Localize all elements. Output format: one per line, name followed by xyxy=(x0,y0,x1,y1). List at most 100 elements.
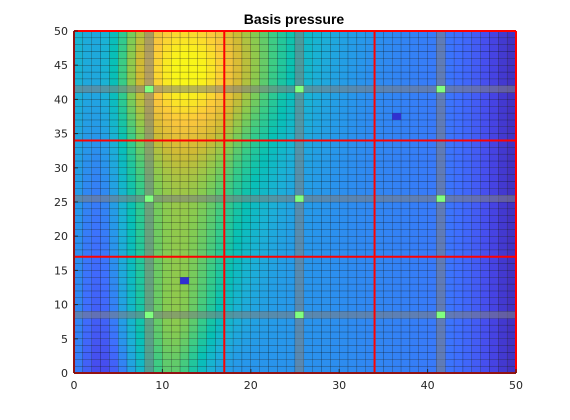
heatmap-cell xyxy=(321,297,331,305)
heatmap-cell xyxy=(232,359,243,367)
heatmap-cell xyxy=(427,222,437,230)
heatmap-cell xyxy=(91,140,101,148)
heatmap-cell xyxy=(215,270,225,278)
heatmap-cell xyxy=(462,99,472,107)
heatmap-cell xyxy=(82,242,92,251)
heatmap-cell xyxy=(392,324,402,333)
heatmap-cell xyxy=(374,338,384,346)
heatmap-cell xyxy=(73,71,84,80)
heatmap-cell xyxy=(480,44,490,52)
heatmap-cell xyxy=(506,297,517,305)
heatmap-cell xyxy=(506,283,517,292)
heatmap-cell xyxy=(347,222,358,230)
heatmap-cell xyxy=(197,181,207,189)
heatmap-cell xyxy=(126,318,137,326)
heatmap-cell xyxy=(392,352,402,360)
heatmap-cell xyxy=(224,263,234,271)
heatmap-cell xyxy=(73,290,84,298)
heatmap-cell xyxy=(224,160,234,168)
heatmap-cell xyxy=(162,65,172,73)
heatmap-cell xyxy=(268,236,278,244)
heatmap-cell xyxy=(179,290,190,298)
heatmap-cell xyxy=(268,65,278,73)
heatmap-cell xyxy=(506,92,517,100)
heatmap-cell xyxy=(489,345,499,353)
heatmap-cell xyxy=(339,181,349,189)
heatmap-cell xyxy=(392,126,402,134)
heatmap-cell xyxy=(197,324,207,333)
heatmap-cell xyxy=(215,160,225,168)
heatmap-cell xyxy=(321,37,331,45)
heatmap-cell xyxy=(109,181,119,189)
heatmap-cell xyxy=(126,99,137,107)
heatmap-cell xyxy=(374,283,384,292)
heatmap-cell xyxy=(73,153,84,162)
heatmap-cell xyxy=(135,318,145,326)
heatmap-cell xyxy=(312,147,322,155)
heatmap-cell xyxy=(427,229,437,237)
heatmap-cell xyxy=(171,345,181,353)
heatmap-cell xyxy=(100,147,110,155)
heatmap-cell xyxy=(498,277,508,285)
heatmap-cell xyxy=(171,359,181,367)
heatmap-cell xyxy=(445,78,455,86)
heatmap-cell xyxy=(118,99,128,107)
heatmap-cell xyxy=(135,112,145,121)
heatmap-cell xyxy=(285,277,296,285)
heatmap-cell xyxy=(259,99,269,107)
heatmap-cell xyxy=(409,58,419,66)
heatmap-cell xyxy=(312,338,322,346)
heatmap-cell xyxy=(82,133,92,141)
heatmap-cell xyxy=(427,147,437,155)
heatmap-cell xyxy=(135,119,145,127)
heatmap-cell xyxy=(321,92,331,100)
heatmap-cell xyxy=(206,147,216,155)
heatmap-cell xyxy=(462,359,472,367)
heatmap-cell xyxy=(312,201,322,210)
heatmap-cell xyxy=(383,119,393,127)
heatmap-cell xyxy=(153,365,163,374)
heatmap-cell xyxy=(135,263,145,271)
heatmap-cell xyxy=(118,242,128,251)
heatmap-cell xyxy=(498,222,508,230)
heatmap-cell xyxy=(392,270,402,278)
heatmap-cell xyxy=(126,58,137,66)
heatmap-cell xyxy=(109,222,119,230)
heatmap-cell xyxy=(339,324,349,333)
heatmap-cell xyxy=(303,345,313,353)
heatmap-cell xyxy=(268,51,278,59)
heatmap-cell xyxy=(471,37,481,45)
heatmap-cell xyxy=(489,106,499,114)
heatmap-cell xyxy=(277,215,287,223)
heatmap-cell xyxy=(453,133,464,141)
heatmap-cell xyxy=(153,92,163,100)
heatmap-cell xyxy=(197,92,207,100)
heatmap-cell xyxy=(232,242,243,251)
heatmap-cell xyxy=(118,188,128,196)
heatmap-cell xyxy=(480,352,490,360)
heatmap-cell xyxy=(250,215,260,223)
heatmap-cell xyxy=(498,249,508,257)
heatmap-cell xyxy=(489,242,499,251)
heatmap-cell xyxy=(259,119,269,127)
heatmap-cell xyxy=(100,249,110,257)
heatmap-cell xyxy=(427,71,437,80)
heatmap-cell xyxy=(215,324,225,333)
heatmap-cell xyxy=(73,126,84,134)
partition-marker xyxy=(436,311,446,319)
heatmap-cell xyxy=(321,126,331,134)
heatmap-cell xyxy=(400,236,411,244)
heatmap-cell xyxy=(392,215,402,223)
heatmap-cell xyxy=(285,229,296,237)
heatmap-cell xyxy=(418,167,428,175)
heatmap-cell xyxy=(506,331,517,339)
heatmap-cell xyxy=(73,99,84,107)
heatmap-cell xyxy=(409,290,419,298)
heatmap-cell xyxy=(312,229,322,237)
heatmap-cell xyxy=(268,174,278,182)
heatmap-cell xyxy=(374,331,384,339)
heatmap-cell xyxy=(91,338,101,346)
heatmap-cell xyxy=(347,147,358,155)
heatmap-cell xyxy=(250,92,260,100)
heatmap-cell xyxy=(506,71,517,80)
